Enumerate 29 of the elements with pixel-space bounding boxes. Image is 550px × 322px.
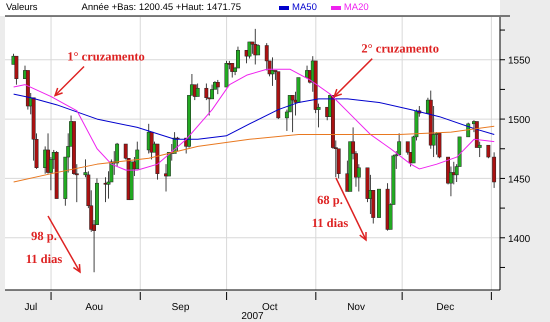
annotation: 1° cruzamento xyxy=(67,50,145,64)
x-tick-label: Dec xyxy=(436,302,454,313)
line-series xyxy=(13,126,495,182)
x-tick-label: Nov xyxy=(347,302,366,313)
y-tick-label: 1500 xyxy=(508,115,531,126)
legend-label: MA20 xyxy=(342,2,369,13)
y-tick-label: 1450 xyxy=(508,174,531,186)
annotation: 68 p. xyxy=(317,193,343,207)
candlestick xyxy=(290,94,295,133)
x-tick-label: Sep xyxy=(172,302,190,313)
annotation: 11 dias xyxy=(26,252,62,266)
legend-label: MA50 xyxy=(291,2,317,13)
candlestick xyxy=(256,44,260,56)
candlestick xyxy=(14,56,18,86)
candlestick xyxy=(196,83,200,97)
annotation: 98 p. xyxy=(31,229,57,243)
legend-title: Valeurs xyxy=(6,2,38,13)
candlestick xyxy=(264,42,269,71)
x-tick-label: Oct xyxy=(262,302,278,313)
annotation: 2° cruzamento xyxy=(361,42,439,56)
x-axis-title: 2007 xyxy=(241,311,264,322)
text: Année +Bas: 1200.45 +Haut: 1471.75 xyxy=(82,2,242,13)
annotation: 11 dias xyxy=(312,216,348,230)
candlestick xyxy=(176,136,180,152)
y-tick-label: 1400 xyxy=(508,234,531,245)
x-tick-label: Aou xyxy=(85,302,104,313)
y-tick-label: 1550 xyxy=(508,56,531,67)
candlestick xyxy=(437,132,442,159)
x-tick-label: Jul xyxy=(24,302,38,313)
